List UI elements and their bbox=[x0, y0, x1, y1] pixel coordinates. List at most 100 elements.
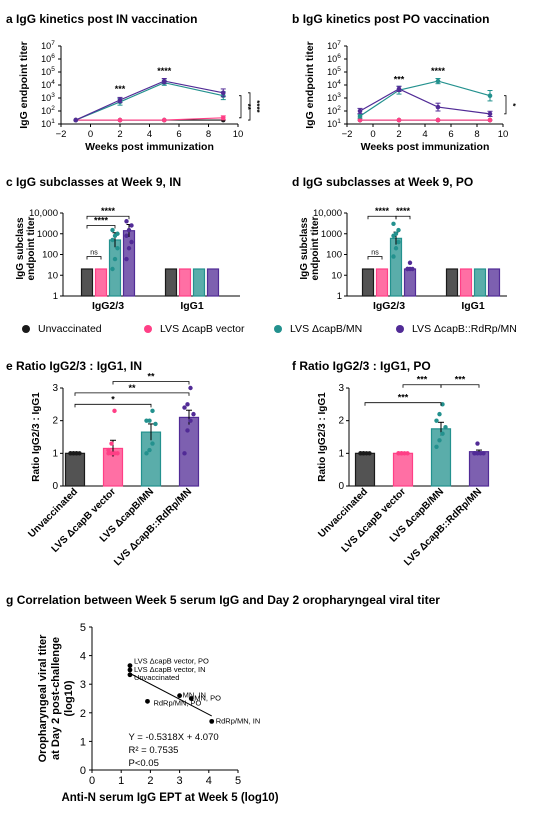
data-point-mn bbox=[110, 237, 115, 243]
bar-rdrp bbox=[468, 451, 490, 487]
data-point-rdrp bbox=[182, 451, 187, 456]
x-tick-label: −2 bbox=[342, 129, 353, 140]
data-point-rdrp bbox=[161, 78, 167, 84]
y-axis-label: IgG endpoint titer bbox=[304, 41, 316, 129]
legend-item-rdrp: LVS ΔcapB::RdRp/MN bbox=[396, 323, 517, 335]
data-point bbox=[127, 672, 133, 678]
data-point-rdrp bbox=[124, 256, 129, 262]
significance-label: ns bbox=[371, 250, 379, 257]
panel-g-title: g Correlation between Week 5 serum IgG a… bbox=[6, 593, 440, 607]
y-tick-label: 10,000 bbox=[29, 208, 58, 219]
data-point-mn bbox=[396, 227, 401, 233]
bar-mn bbox=[192, 268, 206, 297]
group-label: IgG2/3 bbox=[92, 300, 124, 312]
y-tick-label: 1 bbox=[337, 291, 342, 302]
bar-unvaccinated bbox=[64, 452, 86, 487]
data-point-mn bbox=[147, 447, 152, 453]
data-point-mn bbox=[437, 411, 442, 417]
data-point-mn bbox=[115, 246, 120, 251]
bar-rdrp bbox=[487, 268, 501, 297]
series-line-rdrp bbox=[75, 80, 224, 121]
y-axis-label: Ratio IgG2/3 : IgG1 bbox=[31, 392, 42, 482]
data-point-rdrp bbox=[410, 266, 415, 272]
significance-label: **** bbox=[375, 206, 390, 216]
significance-bracket bbox=[440, 384, 480, 388]
y-axis-label: at Day 2 post-challenge bbox=[50, 637, 62, 760]
x-tick-label: 2 bbox=[396, 129, 401, 140]
data-point-mn bbox=[434, 444, 439, 449]
data-point-mn bbox=[391, 254, 396, 259]
y-tick-label: 3 bbox=[80, 679, 86, 691]
significance-bracket bbox=[74, 392, 190, 396]
panel-e-title: e Ratio IgG2/3 : IgG1, IN bbox=[6, 359, 143, 373]
data-point-mn bbox=[396, 239, 401, 245]
significance-label: ** bbox=[128, 383, 136, 393]
legend-label: Unvaccinated bbox=[38, 323, 102, 335]
x-tick-label: 0 bbox=[89, 775, 95, 787]
legend-marker-vector bbox=[144, 325, 152, 333]
x-axis-label: Anti-N serum IgG EPT at Week 5 (log10) bbox=[61, 792, 278, 804]
y-tick-label: 101 bbox=[41, 118, 55, 129]
data-point-rdrp bbox=[472, 451, 477, 456]
legend-marker-rdrp bbox=[396, 325, 404, 333]
significance-bracket bbox=[402, 384, 442, 388]
data-point-mn bbox=[110, 227, 115, 233]
y-tick-label: 1000 bbox=[321, 229, 342, 240]
legend-item-unvaccinated: Unvaccinated bbox=[22, 323, 102, 335]
chart-g: 0 1 2 3 4 5 0 1 2 3 4 5 Anti-N serum IgG EPT at Week… bbox=[37, 622, 279, 804]
y-tick-label: 2 bbox=[338, 416, 344, 427]
y-axis-label: (log10) bbox=[63, 680, 75, 716]
y-tick-label: 0 bbox=[80, 765, 86, 777]
significance-bracket bbox=[367, 256, 383, 260]
bar-vector bbox=[392, 452, 414, 487]
data-point-mn bbox=[115, 231, 120, 236]
panel-d-title: d IgG subclasses at Week 9, PO bbox=[292, 175, 474, 189]
data-point-rdrp bbox=[487, 111, 493, 117]
bar-rdrp bbox=[178, 416, 200, 487]
data-point-rdrp bbox=[73, 117, 79, 123]
x-tick-label: 6 bbox=[448, 129, 453, 140]
data-point-vector bbox=[435, 117, 441, 123]
data-point-mn bbox=[437, 438, 442, 443]
point-label: RdRp/MN, PO bbox=[153, 698, 201, 707]
significance-label: **** bbox=[94, 215, 109, 225]
chart-b: 101 102 103 104 105 106 107 −2 0 2 4 6 8 10 Weeks post… bbox=[304, 40, 517, 153]
data-point bbox=[127, 663, 133, 669]
significance-bracket bbox=[112, 381, 190, 385]
point-label: LVS ΔcapB vector, IN bbox=[134, 665, 206, 674]
legend-marker-unvaccinated bbox=[22, 325, 30, 333]
significance-label: **** bbox=[157, 66, 172, 76]
y-tick-label: 0 bbox=[338, 481, 344, 492]
data-point-rdrp bbox=[407, 260, 413, 265]
data-point bbox=[177, 693, 183, 699]
y-axis-label: endpoint titer bbox=[26, 216, 37, 280]
significance-label: * bbox=[508, 103, 517, 107]
x-tick-label: 3 bbox=[177, 775, 183, 787]
y-tick-label: 10,000 bbox=[313, 208, 342, 219]
data-point-mn bbox=[110, 266, 115, 272]
significance-bracket bbox=[248, 92, 251, 121]
y-tick-label: 104 bbox=[41, 79, 55, 90]
data-point-mn bbox=[150, 408, 155, 414]
y-tick-label: 1000 bbox=[37, 229, 58, 240]
y-axis-label: IgG subclass bbox=[15, 217, 26, 280]
y-tick-label: 103 bbox=[41, 92, 55, 103]
legend-label: LVS ΔcapB vector bbox=[160, 323, 245, 335]
y-tick-label: 1 bbox=[80, 736, 86, 748]
panel-f-title: f Ratio IgG2/3 : IgG1, PO bbox=[292, 359, 431, 373]
data-point-mn bbox=[147, 418, 152, 423]
point-label: LVS ΔcapB vector, PO bbox=[134, 657, 209, 666]
data-point-vector bbox=[106, 447, 111, 453]
data-point-rdrp bbox=[117, 97, 123, 103]
data-point-vector bbox=[357, 117, 363, 123]
significance-label: **** bbox=[101, 206, 116, 216]
x-tick-label: 10 bbox=[498, 129, 509, 140]
group-label: IgG1 bbox=[461, 300, 484, 312]
bar-mn bbox=[473, 268, 487, 297]
data-point-mn bbox=[357, 113, 363, 119]
significance-label: ns bbox=[90, 250, 98, 257]
y-tick-label: 5 bbox=[80, 622, 86, 634]
